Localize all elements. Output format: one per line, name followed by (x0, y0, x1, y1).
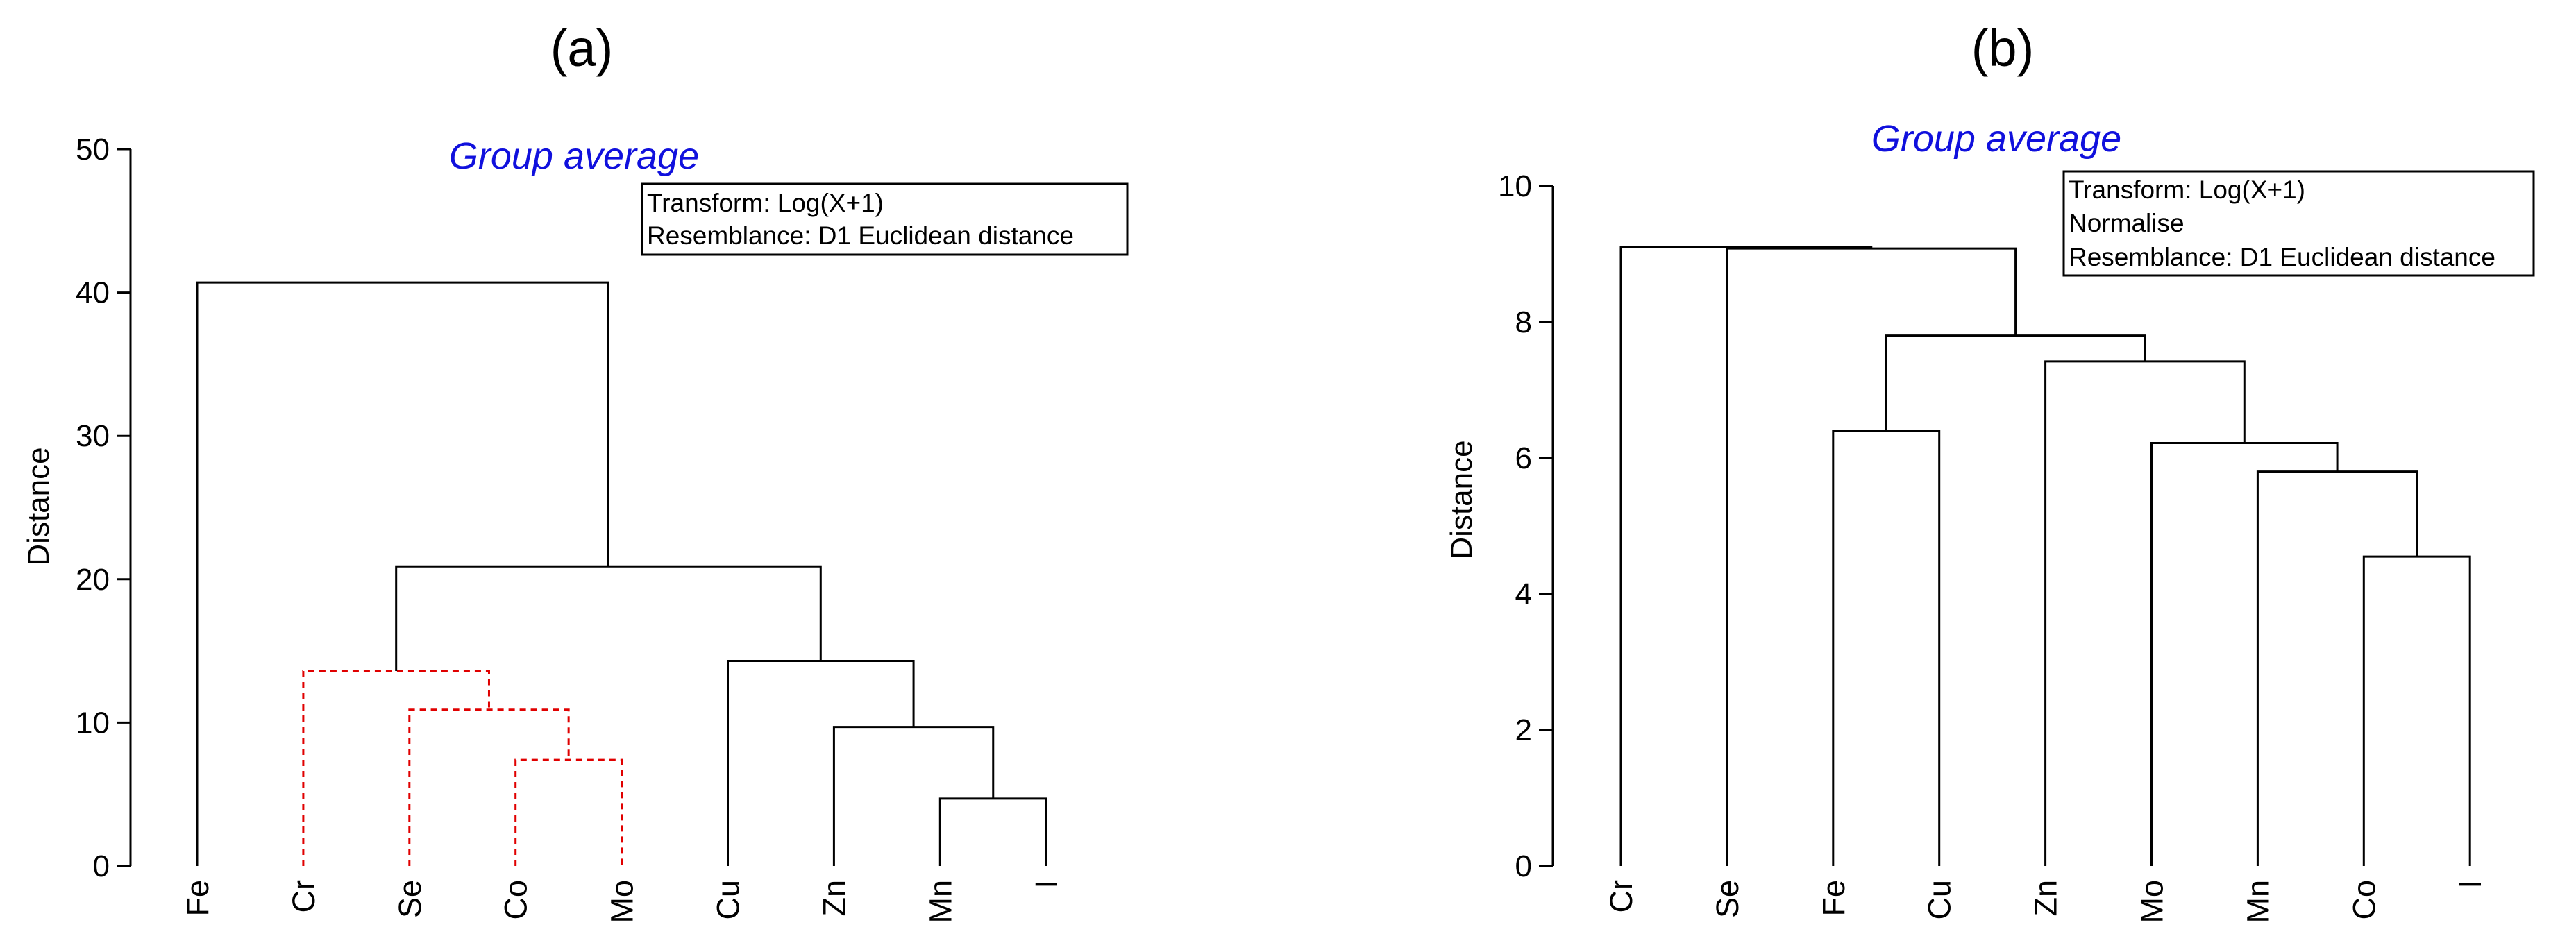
panel-a-info-box: Transform: Log(X+1) Resemblance: D1 Eucl… (641, 182, 1129, 256)
leaf-label-se: Se (392, 880, 428, 918)
merge-link (1832, 430, 1941, 866)
merge-link (1726, 247, 2017, 866)
merge-link (2362, 555, 2471, 866)
merge-link (2150, 441, 2339, 866)
leaf-label-fe: Fe (180, 880, 215, 917)
panel-a-leaf-labels: Fe Cr Se Co Mo Cu Zn Mn I (180, 880, 1064, 924)
y-tick-label: 2 (1515, 713, 1532, 747)
merge-link (1885, 334, 2146, 431)
merge-link (2044, 360, 2246, 866)
merge-link (1619, 246, 1873, 866)
panel-b-label: (b) (1971, 19, 2034, 77)
y-tick-label: 30 (76, 419, 110, 453)
y-tick-label: 40 (76, 276, 110, 310)
merge-link (408, 708, 570, 866)
leaf-label-cr: Cr (286, 880, 321, 912)
leaf-label-co: Co (498, 880, 534, 920)
merge-link (2256, 470, 2418, 866)
merge-link (395, 565, 822, 672)
panel-b-info-line-1: Transform: Log(X+1) (2069, 176, 2305, 204)
panel-b-y-axis-label: Distance (1445, 440, 1479, 559)
panel-a-title: Group average (449, 135, 699, 177)
merge-link (938, 797, 1047, 866)
y-tick-label: 10 (1498, 169, 1532, 203)
y-tick-label: 0 (93, 849, 110, 883)
y-tick-label: 0 (1515, 849, 1532, 883)
merge-link (832, 726, 995, 866)
panel-b-title: Group average (1871, 118, 2121, 160)
panel-b-info-line-3: Resemblance: D1 Euclidean distance (2069, 243, 2495, 271)
leaf-label-cu: Cu (1922, 880, 1958, 920)
panel-a-label: (a) (550, 19, 613, 77)
leaf-label-mo: Mo (2135, 880, 2170, 924)
panel-a-dendrogram (196, 281, 1047, 866)
panel-b-dendrogram (1619, 246, 2471, 866)
panel-a-y-axis-label: Distance (22, 447, 56, 566)
panel-b: (b) Group average Transform: Log(X+1) No… (1445, 19, 2535, 924)
y-tick-label: 50 (76, 133, 110, 167)
panel-b-info-box: Transform: Log(X+1) Normalise Resemblanc… (2062, 170, 2535, 277)
panel-b-info-line-2: Normalise (2069, 209, 2184, 237)
y-tick-label: 4 (1515, 577, 1532, 611)
y-tick-label: 20 (76, 563, 110, 597)
leaf-label-mn: Mn (923, 880, 958, 924)
y-tick-label: 6 (1515, 441, 1532, 475)
leaf-label-cr: Cr (1603, 880, 1639, 912)
panel-a-info-line-2: Resemblance: D1 Euclidean distance (647, 221, 1074, 250)
panel-b-info-border (2062, 170, 2535, 277)
panel-a-info-line-1: Transform: Log(X+1) (647, 189, 884, 217)
panel-a-info-border (641, 182, 1129, 256)
merge-link (514, 758, 623, 866)
leaf-label-co: Co (2346, 880, 2382, 920)
panel-b-y-ticks: 0 2 4 6 8 10 (1498, 169, 1553, 883)
leaf-label-mo: Mo (605, 880, 640, 924)
merge-link (727, 660, 915, 866)
panel-a-y-ticks: 0 10 20 30 40 50 (76, 133, 131, 883)
y-tick-label: 8 (1515, 305, 1532, 339)
leaf-label-fe: Fe (1816, 880, 1851, 917)
leaf-label-zn: Zn (2028, 880, 2064, 917)
leaf-label-cu: Cu (711, 880, 746, 920)
panel-a: (a) Group average Transform: Log(X+1) Re… (22, 19, 1129, 924)
merge-link (196, 281, 609, 866)
y-tick-label: 10 (76, 706, 110, 740)
leaf-label-mn: Mn (2240, 880, 2275, 924)
leaf-label-i: I (1029, 880, 1064, 889)
leaf-label-se: Se (1710, 880, 1745, 918)
merge-link (302, 670, 490, 866)
leaf-label-i: I (2452, 880, 2488, 889)
leaf-label-zn: Zn (816, 880, 852, 917)
panel-b-leaf-labels: Cr Se Fe Cu Zn Mo Mn Co I (1603, 880, 2488, 924)
